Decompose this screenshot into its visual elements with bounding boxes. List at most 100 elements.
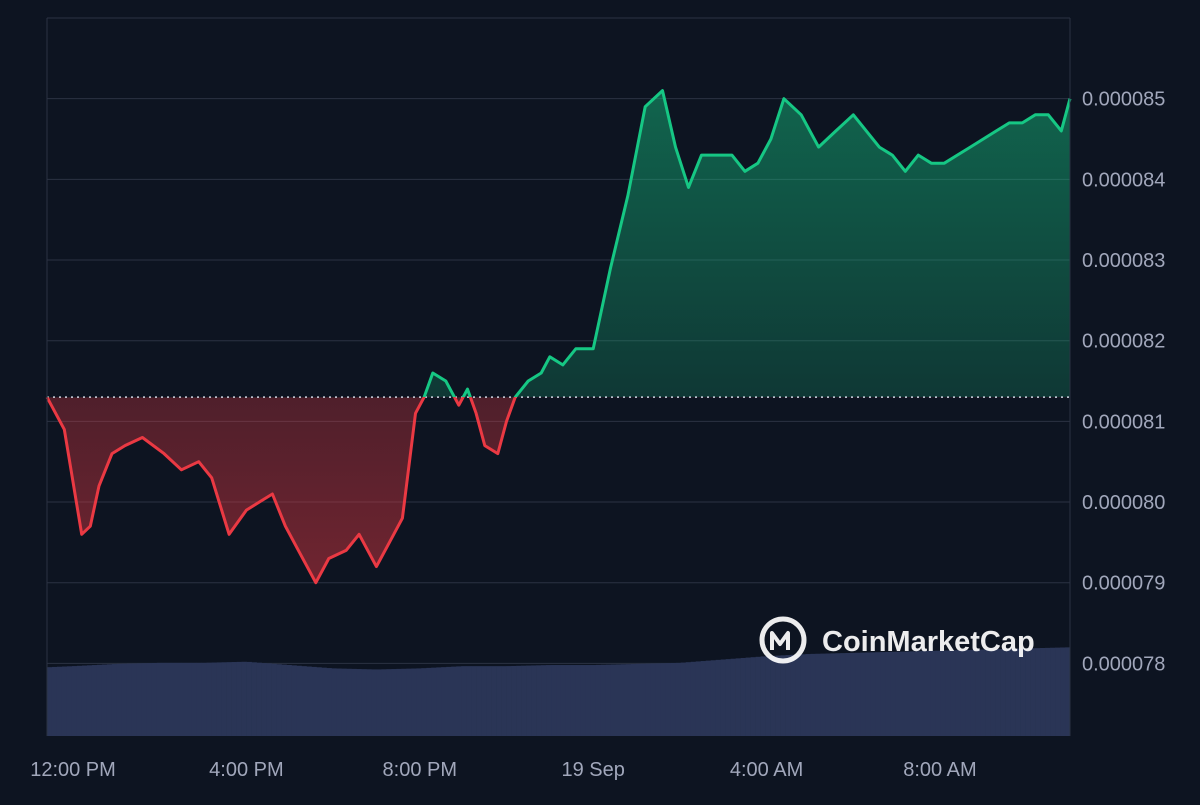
volume-bar [740,657,746,736]
volume-bar [870,652,876,736]
volume-bar [1030,648,1036,736]
volume-bar [715,659,721,736]
volume-bar [920,651,926,736]
volume-bar [236,661,242,736]
volume-bar [371,669,377,736]
volume-bar [196,662,202,736]
volume-bar [131,663,138,736]
volume-bar [930,650,936,736]
volume-bar [126,663,133,736]
volume-bar [820,653,826,736]
volume-bar [1050,647,1056,736]
volume-bar [680,662,687,736]
volume-bar [605,664,612,736]
volume-bar [890,651,896,736]
volume-bar [1020,648,1026,736]
volume-bar [790,654,796,736]
volume-bar [595,664,602,736]
y-tick-label: 0.000079 [1082,573,1165,595]
volume-bar [700,661,707,736]
volume-bar [760,656,766,736]
volume-bar [436,667,442,736]
volume-bar [635,663,642,736]
volume-bar [720,659,726,736]
area-below-baseline [47,397,1070,583]
price-line-up [47,89,1072,398]
volume-bar [421,668,427,736]
volume-bar [381,669,387,736]
volume-bar [725,659,731,736]
volume-bar [201,662,207,736]
coinmarketcap-watermark: CoinMarketCap [759,616,1035,664]
volume-bar [1055,647,1061,736]
volume-bar [136,663,143,736]
volume-bar [56,666,63,736]
volume-bar [96,664,103,736]
volume-bar [241,661,247,736]
volume-bar [61,666,68,736]
volume-bar [815,653,821,736]
volume-bar [181,662,188,736]
x-tick-label: 12:00 PM [30,759,116,781]
volume-bar [261,663,267,736]
price-area [47,90,1070,583]
volume-bar [710,660,716,736]
volume-bar [945,650,951,736]
volume-bar [176,662,183,736]
volume-bar [81,665,88,736]
volume-bar [306,666,312,736]
volume-bar [536,665,542,736]
volume-bar [965,649,971,736]
volume-bar [311,666,317,736]
volume-bar [690,661,697,736]
volume-bar [780,655,786,736]
volume-bar [386,669,392,736]
volume-bar [640,663,647,736]
volume-bar [146,663,153,736]
volume-bar [286,664,292,736]
volume-bar [441,667,447,736]
volume-bar [805,654,811,736]
volume-bar [531,665,537,736]
area-above-baseline [424,90,1070,398]
volume-bar [830,653,836,736]
volume-bar [565,665,572,736]
volume-bar [526,665,532,736]
volume-bar [1000,649,1006,736]
volume-bar [546,665,552,736]
volume-bar [411,668,417,736]
y-axis-ticks: 0.000085 0.000084 0.000083 0.000082 0.000081… [1082,89,1165,676]
volume-bar [66,666,73,736]
volume-bar [1025,648,1031,736]
volume-bar [166,662,173,736]
volume-bar [810,653,816,736]
volume-bar [101,664,108,736]
volume-bar [216,662,222,736]
volume-bar [685,662,692,736]
volume-bar [291,665,297,736]
volume-bar [316,667,322,736]
volume-bar [925,650,931,736]
volume-bar [111,664,118,736]
volume-bar [1045,647,1051,736]
volume-bar [600,664,607,736]
volume-bar [541,665,547,736]
volume-bar [51,666,58,736]
volume-bar [745,657,751,736]
volume-bar [1015,648,1021,736]
volume-bar [660,663,667,736]
volume-bar [560,665,567,736]
volume-bar [735,658,741,736]
volume-bar [186,662,193,736]
volume-bar [985,649,991,736]
volume-bar [955,650,961,736]
volume-bar [1060,647,1066,736]
volume-bar [446,666,452,736]
volume-bar [351,668,357,736]
volume-bar [755,656,761,736]
volume-bar [655,663,662,736]
volume-bar [960,650,966,736]
volume-bar [705,660,712,736]
